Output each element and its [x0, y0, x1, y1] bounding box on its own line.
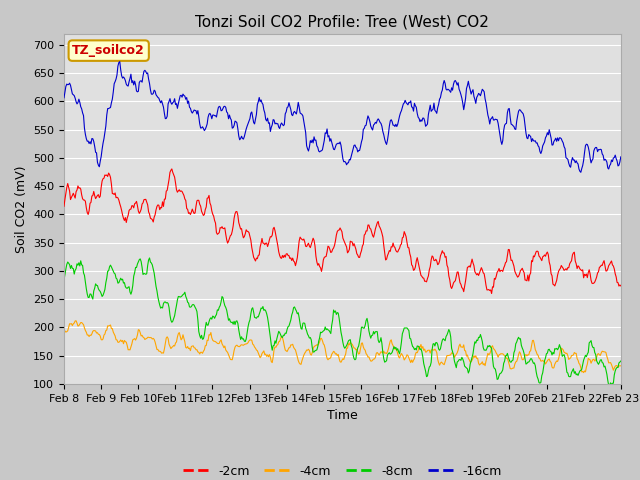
Y-axis label: Soil CO2 (mV): Soil CO2 (mV) — [15, 165, 28, 252]
Legend: -2cm, -4cm, -8cm, -16cm: -2cm, -4cm, -8cm, -16cm — [178, 460, 507, 480]
Title: Tonzi Soil CO2 Profile: Tree (West) CO2: Tonzi Soil CO2 Profile: Tree (West) CO2 — [195, 15, 490, 30]
X-axis label: Time: Time — [327, 409, 358, 422]
Text: TZ_soilco2: TZ_soilco2 — [72, 44, 145, 57]
